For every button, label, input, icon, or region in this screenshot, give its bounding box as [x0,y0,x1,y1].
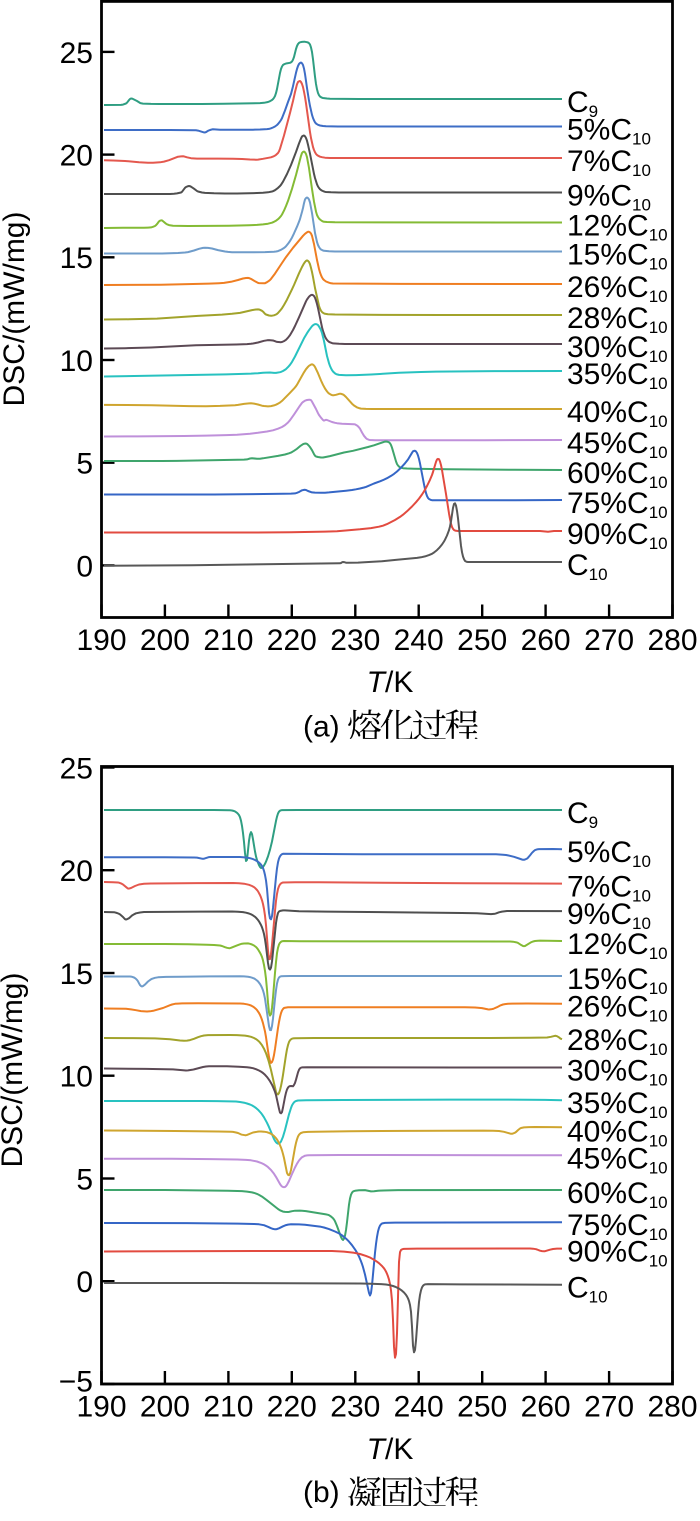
svg-text:10: 10 [60,1061,93,1094]
svg-text:90%C10: 90%C10 [567,1236,668,1271]
svg-text:60%C10: 60%C10 [567,1177,668,1212]
svg-text:15: 15 [60,242,93,275]
svg-text:20: 20 [60,140,93,173]
svg-text:25: 25 [60,37,93,70]
svg-text:5: 5 [76,448,93,481]
svg-text:210: 210 [203,1391,253,1424]
svg-text:240: 240 [394,624,444,657]
svg-text:230: 230 [330,624,380,657]
svg-text:230: 230 [330,1391,380,1424]
svg-text:5: 5 [76,1163,93,1196]
svg-text:9%C10: 9%C10 [567,180,651,215]
svg-text:210: 210 [203,624,253,657]
svg-text:270: 270 [584,624,634,657]
svg-text:190: 190 [76,624,126,657]
svg-text:240: 240 [394,1391,444,1424]
svg-text:10: 10 [60,345,93,378]
svg-text:0: 0 [76,550,93,583]
svg-text:T/K: T/K [367,1433,414,1466]
svg-text:(b): (b) [303,1476,340,1509]
svg-text:20: 20 [60,855,93,888]
svg-text:15: 15 [60,958,93,991]
svg-text:200: 200 [140,1391,190,1424]
svg-text:−5: −5 [59,1366,93,1399]
svg-text:220: 220 [267,1391,317,1424]
svg-text:DSC/(mW/mg): DSC/(mW/mg) [0,973,29,1168]
svg-text:T/K: T/K [367,666,414,699]
svg-text:270: 270 [584,1391,634,1424]
svg-text:190: 190 [76,1391,126,1424]
svg-text:280: 280 [647,624,697,657]
svg-text:220: 220 [267,624,317,657]
svg-text:0: 0 [76,1266,93,1299]
svg-text:200: 200 [140,624,190,657]
svg-text:250: 250 [457,1391,507,1424]
svg-text:280: 280 [647,1391,697,1424]
svg-text:260: 260 [521,624,571,657]
svg-text:250: 250 [457,624,507,657]
svg-text:(a): (a) [303,711,340,744]
svg-text:25: 25 [60,752,93,785]
svg-text:DSC/(mW/mg): DSC/(mW/mg) [0,212,31,407]
svg-text:7%C10: 7%C10 [567,871,651,906]
svg-text:260: 260 [521,1391,571,1424]
